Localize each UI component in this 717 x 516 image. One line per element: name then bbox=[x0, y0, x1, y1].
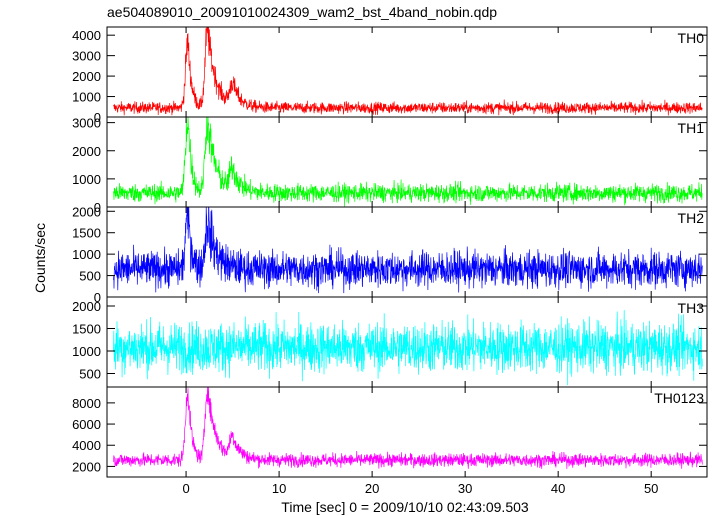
y-tick-label: 500 bbox=[79, 269, 101, 284]
y-tick-label: 500 bbox=[79, 367, 101, 382]
panel-label-th2: TH2 bbox=[678, 210, 705, 226]
x-tick-label: 10 bbox=[272, 481, 286, 496]
x-tick-label: 50 bbox=[644, 481, 658, 496]
y-tick-label: 2000 bbox=[72, 204, 101, 219]
y-tick-label: 4000 bbox=[72, 438, 101, 453]
panel-frame bbox=[106, 386, 708, 478]
panel-th0: 0 1000 2000 3000 4000 TH0 bbox=[72, 26, 708, 125]
y-tick-label: 8000 bbox=[72, 396, 101, 411]
y-axis-label: Counts/sec bbox=[32, 223, 48, 293]
panel-th2: 0 500 1000 1500 2000 TH2 bbox=[72, 204, 708, 305]
y-tick-label: 3000 bbox=[72, 49, 101, 64]
x-axis: 0 10 20 30 40 50 bbox=[182, 481, 658, 496]
x-tick-label: 40 bbox=[551, 481, 565, 496]
panel-th1: 0 1000 2000 3000 TH1 bbox=[72, 116, 708, 215]
y-tick-label: 1000 bbox=[72, 172, 101, 187]
y-tick-label: 3000 bbox=[72, 116, 101, 131]
series-line-th2 bbox=[113, 206, 703, 294]
y-tick-label: 1500 bbox=[72, 226, 101, 241]
y-tick-label: 2000 bbox=[72, 69, 101, 84]
x-tick-label: 20 bbox=[365, 481, 379, 496]
series-line-th3 bbox=[113, 310, 703, 386]
y-tick-label: 0 bbox=[94, 110, 101, 125]
panel-th3: 500 1000 1500 2000 TH3 bbox=[72, 296, 708, 388]
y-tick-label: 1500 bbox=[72, 322, 101, 337]
panel-label-th0123: TH0123 bbox=[654, 390, 704, 406]
y-tick-label: 4000 bbox=[72, 28, 101, 43]
series-line-th1 bbox=[113, 116, 703, 207]
y-tick-label: 2000 bbox=[72, 144, 101, 159]
panel-label-th1: TH1 bbox=[678, 120, 705, 136]
chart-title: ae504089010_20091010024309_wam2_bst_4ban… bbox=[107, 4, 497, 20]
panel-th0123: 2000 4000 6000 8000 TH0123 bbox=[72, 386, 708, 478]
panel-label-th0: TH0 bbox=[678, 30, 705, 46]
series-line-th0 bbox=[113, 26, 703, 116]
y-tick-label: 0 bbox=[94, 200, 101, 215]
series-line-th0123 bbox=[113, 386, 703, 469]
y-tick-label: 0 bbox=[94, 290, 101, 305]
y-tick-label: 1000 bbox=[72, 344, 101, 359]
x-axis-label: Time [sec] 0 = 2009/10/10 02:43:09.503 bbox=[281, 499, 529, 515]
y-tick-label: 2000 bbox=[72, 459, 101, 474]
panel-label-th3: TH3 bbox=[678, 300, 705, 316]
x-tick-label: 0 bbox=[182, 481, 189, 496]
y-tick-label: 1000 bbox=[72, 247, 101, 262]
y-tick-label: 2000 bbox=[72, 299, 101, 314]
x-tick-label: 30 bbox=[458, 481, 472, 496]
y-tick-label: 1000 bbox=[72, 90, 101, 105]
y-tick-label: 6000 bbox=[72, 417, 101, 432]
